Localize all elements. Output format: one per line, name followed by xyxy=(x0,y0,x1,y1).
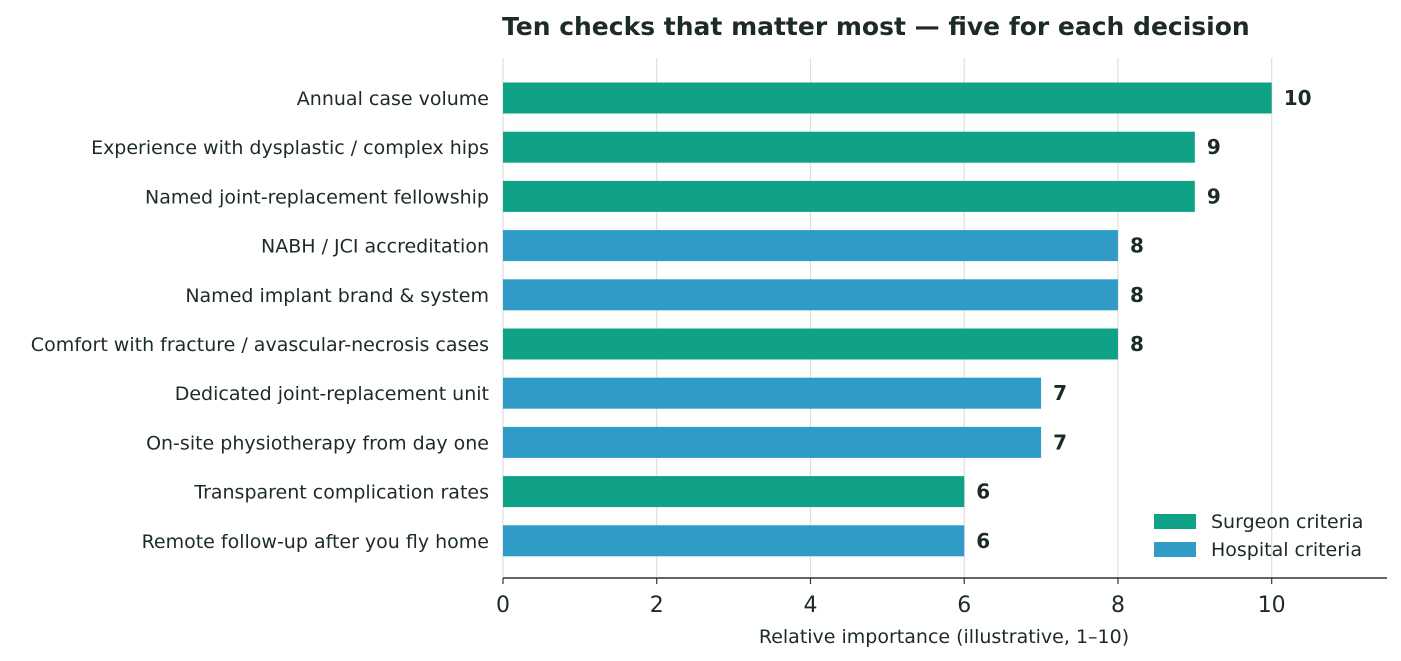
legend-label-surgeon: Surgeon criteria xyxy=(1211,511,1363,533)
x-tick-label: 8 xyxy=(1111,593,1125,618)
bar-hospital xyxy=(503,279,1118,311)
x-tick-label: 6 xyxy=(957,593,971,618)
bar-hospital xyxy=(503,377,1042,409)
category-label: Experience with dysplastic / complex hip… xyxy=(91,137,489,159)
x-tick-label: 10 xyxy=(1258,593,1286,618)
category-label: Remote follow-up after you fly home xyxy=(142,531,489,553)
value-label: 7 xyxy=(1053,381,1067,405)
bar-surgeon xyxy=(503,328,1118,360)
category-label: Dedicated joint-replacement unit xyxy=(175,383,489,405)
bar-surgeon xyxy=(503,476,965,508)
bar-hospital xyxy=(503,230,1118,262)
category-labels: Annual case volume Experience with dyspla… xyxy=(31,88,489,553)
category-label: NABH / JCI accreditation xyxy=(261,236,489,258)
value-label: 9 xyxy=(1207,184,1221,208)
category-label: Transparent complication rates xyxy=(193,482,489,504)
legend-swatch-surgeon xyxy=(1154,514,1196,529)
value-label: 9 xyxy=(1207,135,1221,159)
x-tick-label: 0 xyxy=(496,593,510,618)
bars xyxy=(503,82,1272,557)
bar-hospital xyxy=(503,426,1042,458)
x-axis-label: Relative importance (illustrative, 1–10) xyxy=(759,626,1129,648)
category-label: On-site physiotherapy from day one xyxy=(146,432,489,454)
value-label: 10 xyxy=(1284,86,1312,110)
category-label: Named implant brand & system xyxy=(185,285,489,307)
x-tick-label: 4 xyxy=(803,593,817,618)
bar-surgeon xyxy=(503,131,1195,163)
bar-surgeon xyxy=(503,82,1272,114)
chart-title: Ten checks that matter most — five for e… xyxy=(502,12,1250,41)
value-labels: 10 9 9 8 8 8 7 7 6 6 xyxy=(976,86,1311,553)
value-label: 7 xyxy=(1053,430,1067,454)
legend-swatch-hospital xyxy=(1154,542,1196,557)
bar-hospital xyxy=(503,525,965,557)
value-label: 8 xyxy=(1130,283,1144,307)
category-label: Annual case volume xyxy=(297,88,489,110)
legend-label-hospital: Hospital criteria xyxy=(1211,539,1362,561)
category-label: Comfort with fracture / avascular-necros… xyxy=(31,334,489,356)
value-label: 6 xyxy=(976,529,990,553)
category-label: Named joint-replacement fellowship xyxy=(145,186,489,208)
x-tick-label: 2 xyxy=(650,593,664,618)
x-axis: 0 2 4 6 8 10 xyxy=(496,577,1387,618)
value-label: 6 xyxy=(976,480,990,504)
value-label: 8 xyxy=(1130,234,1144,258)
legend: Surgeon criteria Hospital criteria xyxy=(1154,511,1363,561)
bar-surgeon xyxy=(503,180,1195,212)
value-label: 8 xyxy=(1130,332,1144,356)
